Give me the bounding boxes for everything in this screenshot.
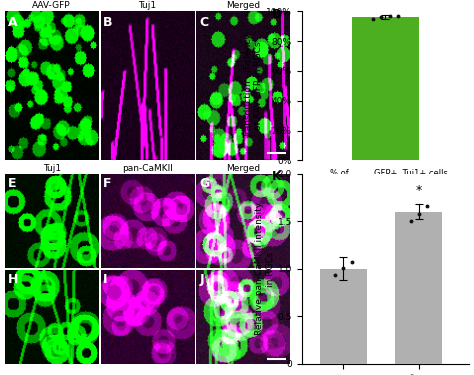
Text: *: * [416,184,422,197]
Title: Merged: Merged [226,2,260,10]
Text: E: E [8,177,16,190]
Text: F: F [103,177,112,190]
Text: Tuj1+ cells: Tuj1+ cells [388,184,433,193]
Text: G: G [199,177,210,190]
Text: J: J [199,273,204,286]
Title: AAV-GFP: AAV-GFP [32,2,71,10]
Y-axis label: Relative pan-CaMKII intensity
in RGCs: Relative pan-CaMKII intensity in RGCs [255,202,275,335]
Title: pan-CaMKII: pan-CaMKII [122,164,173,173]
Bar [352,17,419,160]
Text: H: H [8,273,18,286]
Text: D: D [272,8,282,21]
Text: C: C [199,16,208,29]
Text: I: I [103,273,108,286]
Y-axis label: Transduction efficiency
of AAV-GFP in RGCs: Transduction efficiency of AAV-GFP in RG… [244,33,263,138]
Title: Tuj1: Tuj1 [138,2,156,10]
Title: Tuj1: Tuj1 [43,164,61,173]
Bar [395,212,442,364]
Text: K: K [272,170,281,183]
Text: % of: % of [330,170,348,178]
Bar [320,269,367,364]
Title: Merged: Merged [226,164,260,173]
Text: B: B [103,16,113,29]
Text: A: A [8,16,17,29]
Text: GFP+, Tuj1+ cells: GFP+, Tuj1+ cells [374,170,447,178]
